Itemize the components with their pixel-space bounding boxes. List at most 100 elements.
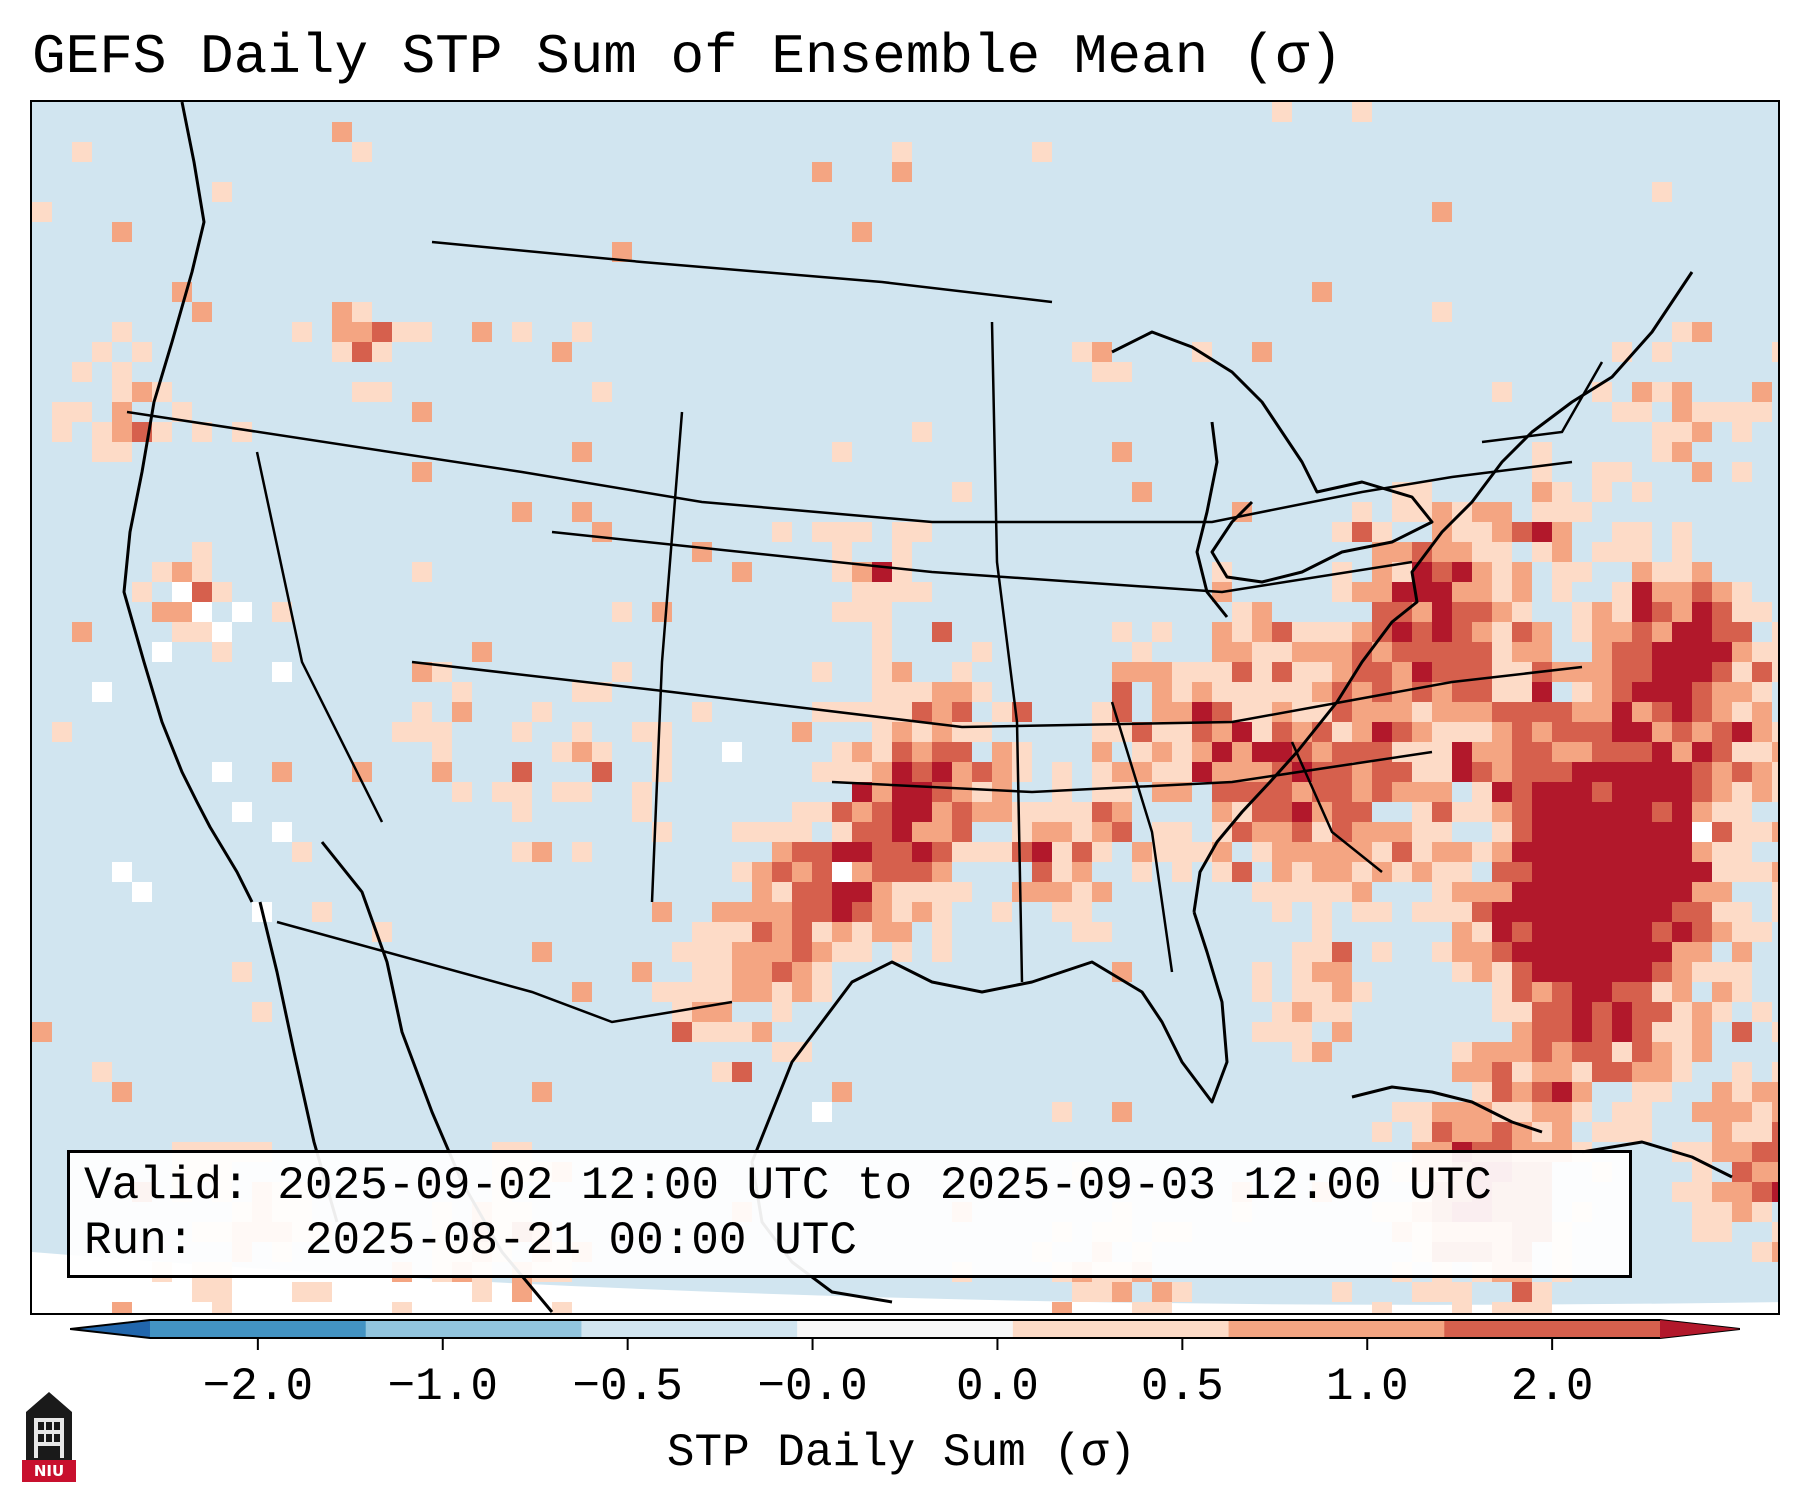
anomaly-cell xyxy=(872,802,892,822)
anomaly-cell xyxy=(872,722,892,742)
new-england-border xyxy=(1481,361,1604,444)
anomaly-cell xyxy=(1052,842,1072,862)
anomaly-cell xyxy=(1492,922,1512,942)
anomaly-cell xyxy=(1572,682,1592,702)
anomaly-cell xyxy=(1132,722,1152,742)
anomaly-cell xyxy=(1432,662,1452,682)
anomaly-cell xyxy=(1172,702,1192,722)
anomaly-cell xyxy=(72,142,92,162)
anomaly-cell xyxy=(1552,782,1572,802)
anomaly-cell xyxy=(1692,422,1712,442)
anomaly-cell xyxy=(1432,862,1452,882)
anomaly-cell xyxy=(352,322,372,342)
anomaly-cell xyxy=(1552,1082,1572,1102)
anomaly-cell xyxy=(1212,762,1232,782)
anomaly-cell xyxy=(792,802,812,822)
anomaly-cell xyxy=(932,902,952,922)
anomaly-cell xyxy=(1732,982,1752,1002)
anomaly-cell xyxy=(1532,722,1552,742)
anomaly-cell xyxy=(432,742,452,762)
anomaly-cell xyxy=(1612,942,1632,962)
anomaly-cell xyxy=(712,1062,732,1082)
valid-run-info-box: Valid: 2025-09-02 12:00 UTC to 2025-09-0… xyxy=(67,1150,1632,1278)
anomaly-cell xyxy=(872,862,892,882)
near-zero-cell xyxy=(192,602,212,622)
anomaly-cell xyxy=(1052,902,1072,922)
anomaly-cell xyxy=(112,402,132,422)
anomaly-cell xyxy=(1492,1302,1512,1313)
anomaly-cell xyxy=(1272,622,1292,642)
anomaly-cell xyxy=(1612,742,1632,762)
anomaly-cell xyxy=(832,562,852,582)
anomaly-cell xyxy=(1772,1062,1778,1082)
anomaly-cell xyxy=(1752,782,1772,802)
anomaly-cell xyxy=(1652,802,1672,822)
anomaly-cell xyxy=(292,842,312,862)
anomaly-cell xyxy=(652,982,672,1002)
anomaly-cell xyxy=(1772,822,1778,842)
anomaly-cell xyxy=(1232,702,1252,722)
anomaly-cell xyxy=(1472,542,1492,562)
anomaly-cell xyxy=(1532,842,1552,862)
anomaly-cell xyxy=(1132,1302,1152,1313)
anomaly-cell xyxy=(1572,622,1592,642)
atlantic-coastline xyxy=(1192,271,1694,913)
anomaly-cell xyxy=(1372,702,1392,722)
anomaly-cell xyxy=(592,382,612,402)
anomaly-cell xyxy=(712,942,732,962)
anomaly-cell xyxy=(1552,662,1572,682)
stp-map[interactable] xyxy=(30,100,1780,1315)
anomaly-cell xyxy=(1092,822,1112,842)
anomaly-cell xyxy=(1472,782,1492,802)
anomaly-cell xyxy=(1332,642,1352,662)
anomaly-cell xyxy=(972,762,992,782)
anomaly-cell xyxy=(532,942,552,962)
anomaly-cell xyxy=(1712,1002,1732,1022)
anomaly-cell xyxy=(1612,622,1632,642)
anomaly-cell xyxy=(1272,762,1292,782)
anomaly-cell xyxy=(1372,642,1392,662)
anomaly-cell xyxy=(812,802,832,822)
projection-edge xyxy=(32,1252,1778,1313)
anomaly-cell xyxy=(772,902,792,922)
anomaly-cell xyxy=(172,602,192,622)
anomaly-cell xyxy=(372,382,392,402)
anomaly-cell xyxy=(1052,1102,1072,1122)
anomaly-cell xyxy=(1632,602,1652,622)
anomaly-cell xyxy=(1472,1102,1492,1122)
anomaly-cell xyxy=(1072,802,1092,822)
anomaly-cell xyxy=(1032,142,1052,162)
anomaly-cell xyxy=(332,342,352,362)
anomaly-cell xyxy=(1412,662,1432,682)
anomaly-cell xyxy=(1452,802,1472,822)
anomaly-cell xyxy=(192,562,212,582)
anomaly-cell xyxy=(812,862,832,882)
anomaly-cell xyxy=(1372,762,1392,782)
anomaly-cell xyxy=(952,802,972,822)
anomaly-cell xyxy=(1732,702,1752,722)
anomaly-cell xyxy=(92,422,112,442)
anomaly-cell xyxy=(1412,1122,1432,1142)
anomaly-cell xyxy=(1072,922,1092,942)
anomaly-cell xyxy=(892,682,912,702)
anomaly-cell xyxy=(1632,582,1652,602)
anomaly-cell xyxy=(1772,882,1778,902)
anomaly-cell xyxy=(1572,742,1592,762)
anomaly-cell xyxy=(932,842,952,862)
anomaly-cell xyxy=(1292,682,1312,702)
anomaly-cell xyxy=(1272,842,1292,862)
anomaly-cell xyxy=(1572,922,1592,942)
anomaly-cell xyxy=(1292,642,1312,662)
anomaly-cell xyxy=(1712,922,1732,942)
anomaly-cell xyxy=(532,702,552,722)
anomaly-cell xyxy=(1352,982,1372,1002)
anomaly-cell xyxy=(792,922,812,942)
anomaly-cell xyxy=(1212,642,1232,662)
anomaly-cell xyxy=(1212,822,1232,842)
anomaly-cell xyxy=(932,782,952,802)
anomaly-cell xyxy=(1672,942,1692,962)
anomaly-cell xyxy=(1612,1022,1632,1042)
anomaly-cell xyxy=(952,702,972,722)
anomaly-cell xyxy=(932,702,952,722)
anomaly-cell xyxy=(1612,1062,1632,1082)
